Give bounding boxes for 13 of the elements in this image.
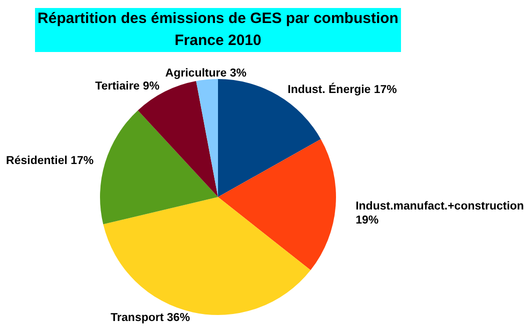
pie-slice [138,81,218,197]
chart-title: Répartition des émissions de GES par combustion France 2010 [34,8,402,52]
slice-label: Indust.manufact.+construction [356,200,524,213]
pie-slice [218,139,336,270]
slice-label: Agriculture 3% [165,68,246,80]
slice-label: Résidentiel 17% [6,154,94,167]
slice-label: Indust. Énergie 17% [288,82,397,96]
slice-label: Transport 36% [110,312,190,324]
pie-slice [196,79,218,197]
data-label: 19% [356,214,379,227]
pie-slice [100,110,218,224]
pie-slice [103,197,311,315]
slice-label: Tertiaire 9% [95,80,160,92]
